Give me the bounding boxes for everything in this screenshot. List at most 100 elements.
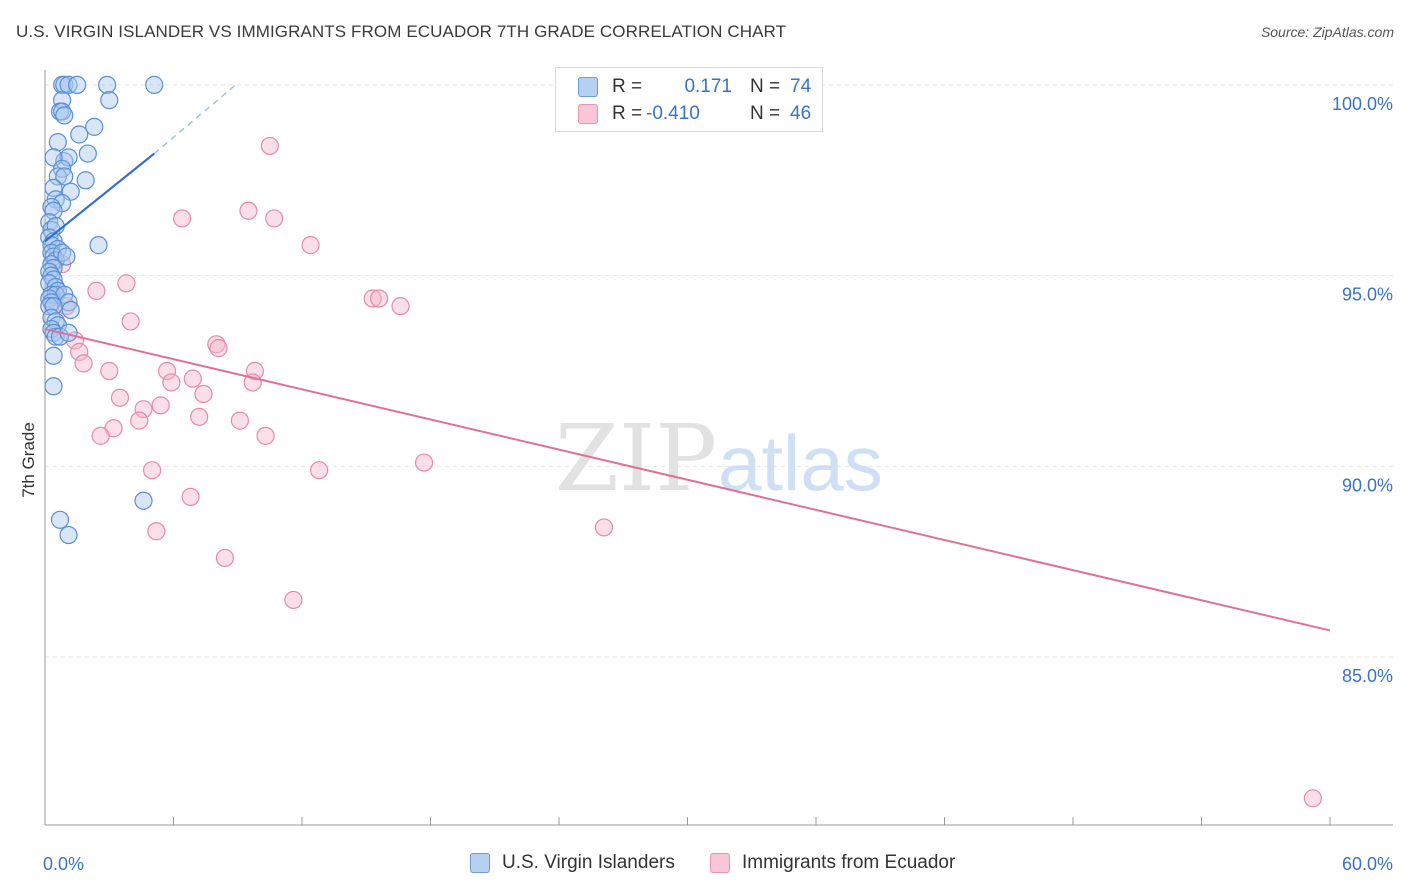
ecuador-point	[260, 136, 279, 156]
legend-n-value: 46	[790, 103, 812, 124]
legend-r-value: 0.171	[684, 76, 732, 97]
ecuador-point	[134, 400, 153, 419]
legend-label: U.S. Virgin Islanders	[502, 852, 675, 873]
legend-r-label: R =	[612, 103, 643, 124]
ecuador-point	[265, 209, 284, 228]
x-tick-label: 0.0%	[43, 854, 84, 874]
virgin-islanders-point	[68, 75, 87, 94]
x-tick-label: 60.0%	[1342, 854, 1393, 874]
legend-swatch-blue	[578, 77, 598, 97]
virgin-islanders-point	[145, 75, 164, 94]
y-tick-label: 90.0%	[1342, 475, 1393, 495]
source-credit: Source: ZipAtlas.com	[1260, 24, 1394, 40]
ecuador-point	[157, 361, 177, 381]
legend-swatch-pink	[710, 853, 730, 873]
virgin-islanders-point	[44, 178, 63, 197]
virgin-islanders-point	[55, 167, 74, 186]
legend-item-virgin-islanders: U.S. Virgin Islanders	[470, 852, 675, 874]
virgin-islanders-point	[59, 148, 78, 167]
virgin-islanders-point	[57, 247, 76, 266]
virgin-islanders-point	[44, 297, 63, 316]
ecuador-point	[284, 590, 303, 610]
ecuador-point	[239, 201, 258, 220]
ecuador-point	[190, 407, 209, 426]
correlation-legend: R = 0.171 N = 74 R = -0.410 N = 46	[555, 67, 823, 132]
ecuador-point	[121, 312, 140, 331]
ecuador-point	[183, 369, 202, 388]
ecuador-point	[147, 522, 166, 541]
ecuador-point	[594, 518, 614, 537]
ecuador-point	[74, 354, 93, 373]
virgin-islanders-point	[55, 106, 74, 125]
series-legend: U.S. Virgin Islanders Immigrants from Ec…	[0, 852, 1406, 878]
legend-swatch-pink	[578, 104, 598, 124]
virgin-islanders-point	[89, 236, 108, 255]
virgin-islanders-point	[48, 133, 67, 152]
ecuador-point	[100, 361, 119, 381]
legend-swatch-blue	[470, 853, 490, 873]
legend-n-value: 74	[790, 76, 812, 97]
ecuador-point	[130, 411, 149, 430]
x-tick-labels: 0.0% 60.0%	[43, 854, 1393, 874]
watermark: ZIP atlas	[555, 405, 883, 512]
ecuador-point	[414, 453, 434, 472]
ecuador-point	[70, 342, 89, 362]
y-tick-label: 100.0%	[1332, 94, 1393, 114]
virgin-islanders-point	[50, 510, 70, 529]
legend-item-ecuador: Immigrants from Ecuador	[710, 852, 955, 874]
legend-r-label: R =	[612, 76, 643, 97]
ecuador-point	[310, 461, 329, 480]
virgin-islanders-point	[44, 377, 63, 396]
ecuador-point	[391, 297, 410, 316]
ecuador-point	[363, 289, 382, 308]
virgin-islanders-point	[59, 525, 78, 545]
ecuador-point	[87, 281, 106, 300]
axes	[44, 70, 1393, 826]
y-tick-label: 95.0%	[1342, 285, 1393, 305]
virgin-islanders-point	[55, 75, 74, 94]
virgin-islanders-point	[44, 346, 63, 365]
ecuador-point	[301, 236, 320, 255]
virgin-islanders-trend-extension	[153, 84, 237, 155]
ecuador-point	[117, 274, 136, 293]
chart-title: U.S. VIRGIN ISLANDER VS IMMIGRANTS FROM …	[16, 22, 787, 41]
ecuador-point	[245, 361, 264, 381]
virgin-islanders-trend-line	[44, 152, 155, 243]
ecuador-point	[142, 461, 162, 480]
ecuador-point	[91, 426, 110, 445]
virgin-islanders-point	[61, 300, 80, 320]
ecuador-point	[151, 396, 170, 415]
y-tick-label: 85.0%	[1342, 666, 1393, 686]
legend-row-ecuador: R = -0.410 N = 46	[578, 101, 811, 127]
ecuador-point	[209, 339, 228, 358]
virgin-islanders-point	[134, 491, 153, 510]
ecuador-point	[162, 373, 181, 392]
ecuador-point	[110, 388, 130, 407]
ecuador-point	[194, 384, 213, 404]
legend-r-value: -0.410	[646, 103, 700, 124]
ecuador-point	[1303, 789, 1322, 808]
virgin-islanders-point	[40, 297, 59, 316]
legend-n-label: N =	[750, 103, 781, 124]
legend-row-virgin-islanders: R = 0.171 N = 74	[578, 74, 811, 100]
ecuador-point	[215, 548, 234, 568]
ecuador-point	[370, 289, 389, 308]
virgin-islanders-point	[48, 167, 67, 186]
legend-label: Immigrants from Ecuador	[742, 852, 956, 873]
virgin-islanders-point	[78, 144, 97, 163]
ecuador-point	[172, 209, 192, 228]
ecuador-point	[256, 426, 275, 445]
virgin-islanders-point	[44, 201, 63, 220]
ecuador-point	[181, 487, 200, 507]
virgin-islanders-point	[100, 91, 119, 110]
virgin-islanders-point	[98, 75, 117, 94]
watermark-zip: ZIP	[555, 405, 717, 512]
trend-lines	[44, 84, 1331, 632]
ecuador-point	[230, 411, 249, 430]
y-tick-labels: 100.0% 95.0% 90.0% 85.0%	[1332, 94, 1393, 686]
legend-n-label: N =	[750, 76, 781, 97]
virgin-islanders-point	[70, 125, 89, 144]
ecuador-trend-line	[44, 328, 1331, 632]
virgin-islanders-point	[76, 171, 95, 190]
